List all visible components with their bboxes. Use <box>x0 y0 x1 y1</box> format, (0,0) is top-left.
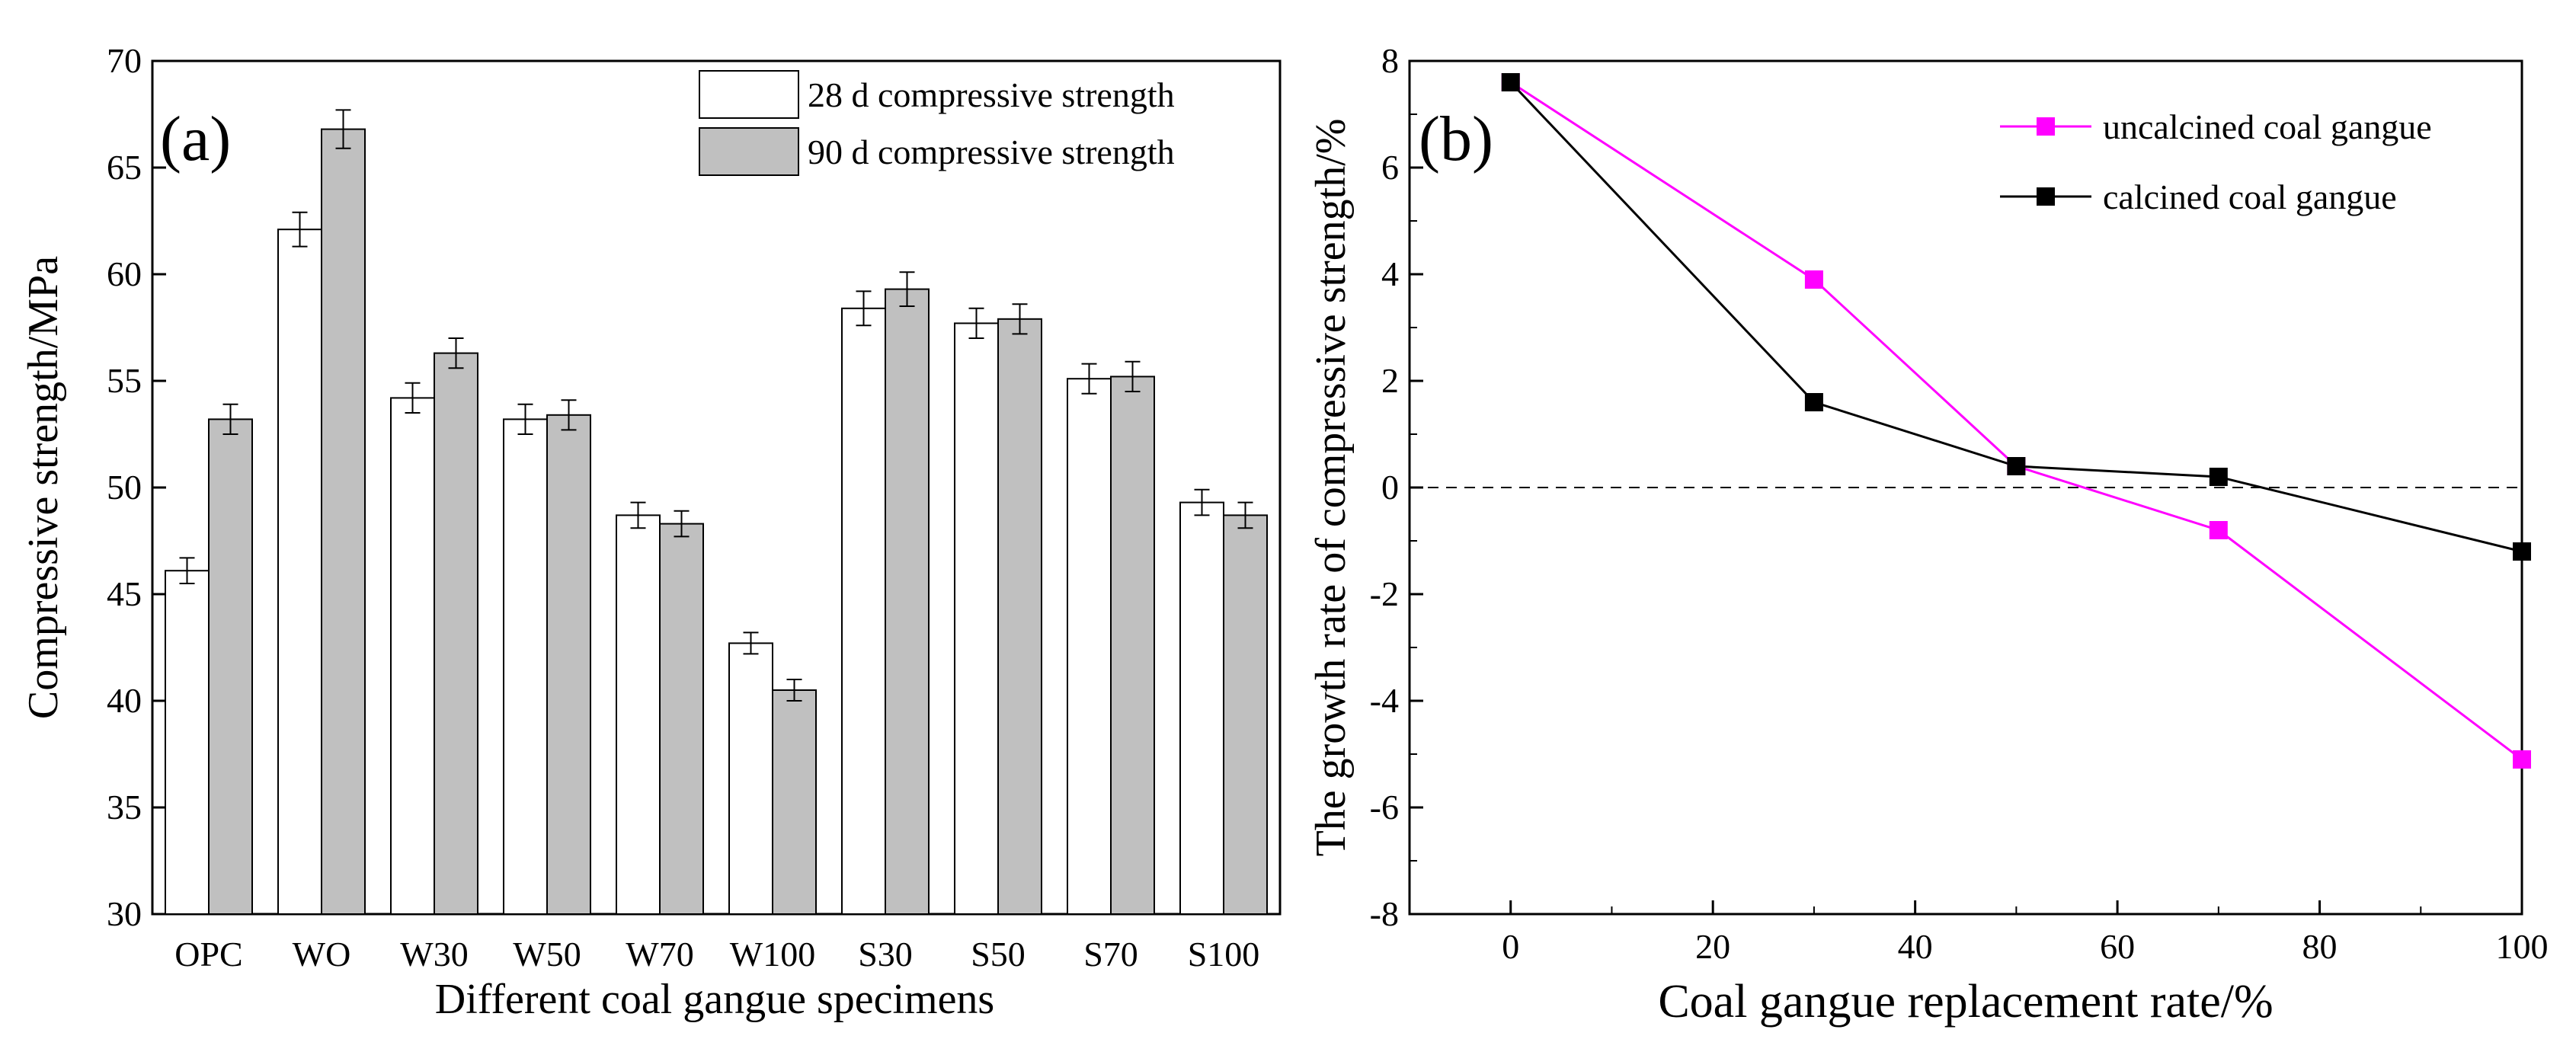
y-tick-label: 65 <box>107 148 142 187</box>
data-point <box>2209 521 2228 539</box>
panel-a-legend: 28 d compressive strength 90 d compressi… <box>699 70 1175 176</box>
y-tick-label: 70 <box>107 41 142 80</box>
legend-label-calcined: calcined coal gangue <box>2103 177 2397 216</box>
bar <box>390 397 435 915</box>
y-tick-label: -4 <box>1370 681 1399 720</box>
x-tick-label: 60 <box>2100 927 2135 966</box>
y-tick-label: 8 <box>1381 41 1399 80</box>
legend-swatch-90d <box>699 127 799 176</box>
bar <box>841 307 886 915</box>
panel-a-bar-chart: 30 35 40 45 50 55 60 65 70 OPC WO W30 W50 W70 W100 S30… <box>20 41 1282 1023</box>
legend-marker-calcined <box>2037 187 2055 206</box>
legend-label-28d: 28 d compressive strength <box>808 75 1175 114</box>
panel-b-y-axis: -8 -6 -4 -2 0 2 4 6 8 <box>1370 41 1423 933</box>
panel-b-legend: uncalcined coal gangue calcined coal gan… <box>2000 107 2432 216</box>
bar <box>165 570 210 915</box>
data-point <box>1804 393 1823 411</box>
data-point <box>1501 73 1520 91</box>
y-tick-label: 30 <box>107 894 142 933</box>
x-tick-label: W30 <box>400 935 468 973</box>
y-tick-label: -6 <box>1370 788 1399 826</box>
y-tick-label: 2 <box>1381 361 1399 400</box>
x-tick-label: W70 <box>626 935 693 973</box>
panel-a-label: (a) <box>160 104 231 174</box>
x-tick-label: W100 <box>730 935 815 973</box>
bar <box>546 414 591 915</box>
x-tick-label: OPC <box>174 935 242 973</box>
bar <box>659 523 704 915</box>
x-tick-label: 0 <box>1502 927 1519 966</box>
bar <box>997 318 1042 915</box>
panel-a-y-axis: 30 35 40 45 50 55 60 65 70 <box>107 41 166 933</box>
bar <box>208 418 253 915</box>
x-tick-label: W50 <box>513 935 581 973</box>
bar <box>503 418 548 915</box>
y-tick-label: 50 <box>107 468 142 507</box>
data-point <box>2007 457 2026 475</box>
panel-a-x-axis-title: Different coal gangue specimens <box>435 976 994 1023</box>
bar <box>772 689 817 915</box>
y-tick-label: 55 <box>107 361 142 400</box>
legend-marker-uncalcined <box>2037 117 2055 136</box>
legend-swatch-28d <box>699 70 799 119</box>
bar <box>1223 514 1268 915</box>
series-line <box>1509 81 2523 553</box>
bar <box>616 514 661 915</box>
bar <box>434 352 478 916</box>
y-tick-label: 35 <box>107 788 142 826</box>
x-tick-label: 40 <box>1898 927 1933 966</box>
bar <box>885 288 930 916</box>
panel-a-x-axis: OPC WO W30 W50 W70 W100 S30 S50 S70 S100 <box>174 935 1259 973</box>
bar <box>277 229 322 915</box>
data-point <box>2513 750 2531 769</box>
x-tick-label: S70 <box>1083 935 1138 973</box>
panel-b-series <box>1501 73 2531 769</box>
x-tick-label: S100 <box>1188 935 1260 973</box>
panel-a-y-axis-title: Compressive strength/MPa <box>20 256 67 719</box>
panel-b-label: (b) <box>1419 104 1493 174</box>
y-tick-label: 6 <box>1381 148 1399 187</box>
y-tick-label: -8 <box>1370 894 1399 933</box>
panel-b-x-axis: 0 20 40 60 80 100 <box>1502 900 2549 966</box>
panel-a-bars <box>165 109 1268 916</box>
data-point <box>2513 542 2531 561</box>
panel-b-x-axis-title: Coal gangue replacement rate/% <box>1658 976 2273 1028</box>
y-tick-label: -2 <box>1370 574 1399 613</box>
bar <box>1067 378 1112 915</box>
x-tick-label: 20 <box>1695 927 1730 966</box>
x-tick-label: WO <box>293 935 351 973</box>
y-tick-label: 0 <box>1381 468 1399 507</box>
y-tick-label: 4 <box>1381 254 1399 293</box>
panel-b-y-axis-title: The growth rate of compressive strength/… <box>1307 119 1355 857</box>
y-tick-label: 60 <box>107 254 142 293</box>
bar <box>954 322 999 915</box>
x-tick-label: 80 <box>2302 927 2338 966</box>
data-point <box>2209 468 2228 486</box>
y-tick-label: 40 <box>107 681 142 720</box>
x-tick-label: S30 <box>858 935 913 973</box>
bar <box>1110 376 1155 915</box>
legend-label-uncalcined: uncalcined coal gangue <box>2103 107 2432 146</box>
panel-b-line-chart: -8 -6 -4 -2 0 2 4 6 8 0 20 40 60 80 100 (b) uncalcine… <box>1307 41 2549 1028</box>
bar <box>728 642 773 916</box>
y-tick-label: 45 <box>107 574 142 613</box>
bar <box>321 128 366 916</box>
data-point <box>1804 270 1823 289</box>
x-tick-label: S50 <box>971 935 1026 973</box>
x-tick-label: 100 <box>2496 927 2549 966</box>
legend-label-90d: 90 d compressive strength <box>808 133 1175 171</box>
bar <box>1179 501 1224 915</box>
